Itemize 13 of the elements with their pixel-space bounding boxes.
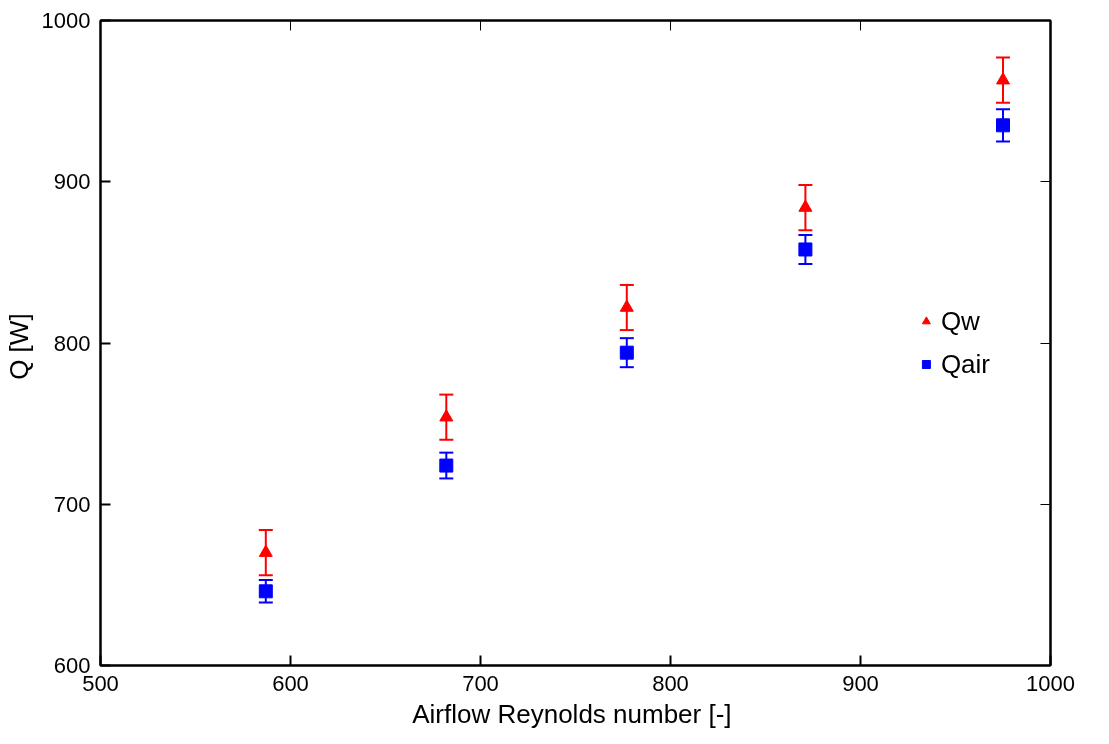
x-tick-label: 1000 [1026,670,1075,696]
x-tick-label: 800 [652,670,689,696]
x-tick-label: 600 [272,670,309,696]
y-tick-label: 800 [53,330,91,356]
y-tick-label: 1000 [41,8,91,33]
x-tick-label: 700 [462,670,499,696]
x-axis-title: Airflow Reynolds number [-] [412,698,732,729]
y-tick-label: 900 [53,169,91,195]
legend-label: Qair [940,348,990,380]
y-tick-label: 700 [53,491,91,517]
legend-label: Qw [940,305,980,337]
y-axis-title: Q [W] [3,313,34,380]
x-tick-label: 900 [842,670,879,696]
